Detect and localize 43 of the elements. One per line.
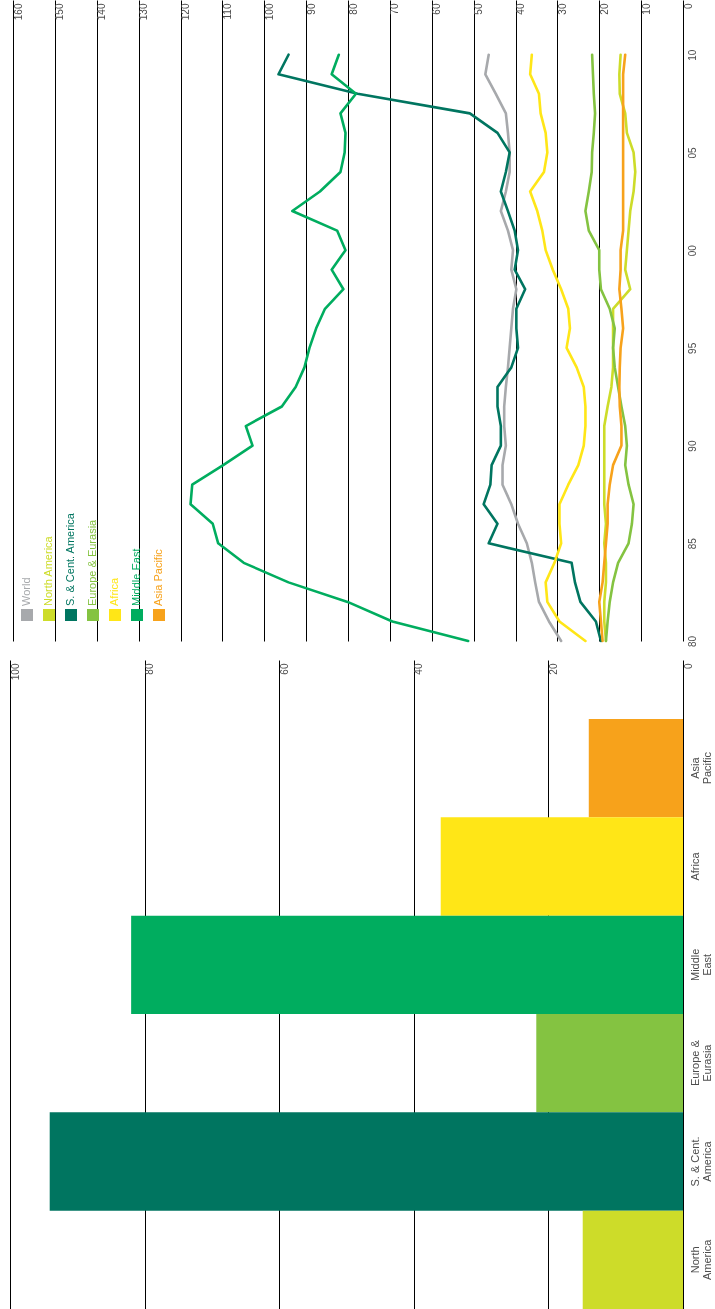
y-tick-label: Africa — [688, 851, 701, 881]
x-tick-label: 60 — [431, 3, 443, 15]
y-tick-label: 80 — [686, 635, 698, 648]
x-tick-label: 120 — [180, 3, 191, 21]
x-tick-label: 100 — [9, 663, 21, 681]
x-tick-label: 130 — [138, 3, 150, 21]
y-tick-label: Europe & Eurasia — [688, 1039, 713, 1087]
x-tick-label: 30 — [556, 3, 568, 15]
y-tick-label: Asia Pacific — [688, 751, 713, 785]
x-tick-label: 150 — [54, 3, 66, 21]
x-tick-label: 0 — [682, 3, 694, 10]
x-tick-label: 40 — [413, 663, 425, 675]
text: North America — [42, 535, 54, 606]
x-tick-label: 50 — [473, 3, 485, 15]
y-tick-label: S. & Cent. America — [688, 1136, 713, 1187]
x-tick-label: 20 — [598, 3, 610, 15]
x-tick-label: 10 — [640, 3, 652, 15]
text: Europe & Eurasia — [86, 518, 98, 606]
y-tick-label: 00 — [686, 244, 698, 257]
text: S. & Cent. America — [64, 512, 76, 606]
y-tick-label: 05 — [686, 146, 698, 159]
x-tick-label: 110 — [221, 3, 233, 20]
x-tick-label: 80 — [144, 663, 156, 675]
y-tick-label: North America — [688, 1238, 713, 1281]
y-tick-label: 10 — [686, 49, 698, 61]
y-tick-label: 95 — [686, 342, 698, 354]
x-tick-label: 20 — [547, 663, 559, 675]
x-tick-label: 90 — [305, 3, 317, 15]
y-tick-label: Middle East — [688, 948, 713, 982]
text: World — [20, 577, 32, 606]
text: Africa — [108, 577, 120, 606]
y-tick-label: 85 — [686, 537, 698, 550]
x-tick-label: 40 — [515, 3, 526, 15]
x-tick-label: 60 — [278, 663, 290, 675]
x-tick-label: 160 — [12, 3, 24, 21]
x-tick-label: 100 — [263, 3, 275, 21]
text: Middle East — [130, 548, 142, 606]
y-tick-label: 90 — [686, 440, 698, 452]
text: Asia Pacific — [152, 548, 164, 606]
x-tick-label: 0 — [682, 663, 694, 670]
x-tick-label: 80 — [347, 3, 359, 15]
x-tick-label: 140 — [96, 3, 108, 21]
x-tick-label: 70 — [389, 3, 401, 15]
